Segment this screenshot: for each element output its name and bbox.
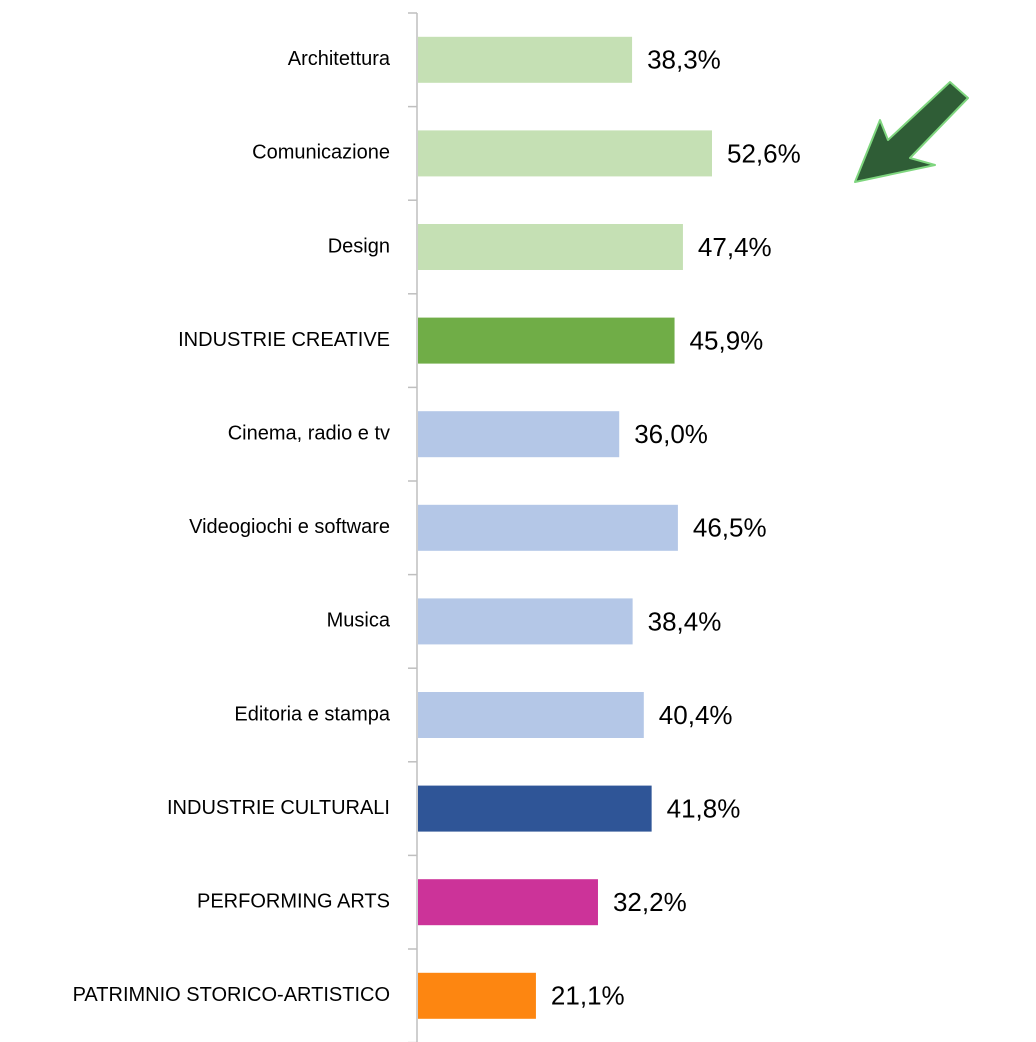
value-label: 36,0% xyxy=(634,419,708,449)
value-label: 38,3% xyxy=(647,45,721,75)
bar xyxy=(418,598,633,645)
bar xyxy=(418,785,652,832)
category-label: Cinema, radio e tv xyxy=(228,422,390,444)
category-label: INDUSTRIE CULTURALI xyxy=(167,797,390,819)
value-label: 46,5% xyxy=(693,513,767,543)
value-label: 32,2% xyxy=(613,887,687,917)
category-label: Design xyxy=(328,235,390,257)
value-label: 47,4% xyxy=(698,232,772,262)
bar xyxy=(418,411,620,458)
bar xyxy=(418,504,678,551)
value-label: 41,8% xyxy=(667,793,741,823)
bar xyxy=(418,879,598,926)
category-label: Architettura xyxy=(288,48,391,70)
value-label: 40,4% xyxy=(659,700,733,730)
category-label: Musica xyxy=(327,610,391,632)
category-label: Videogiochi e software xyxy=(189,516,390,538)
value-label: 52,6% xyxy=(727,138,801,168)
arrow xyxy=(854,81,969,183)
category-label: Editoria e stampa xyxy=(234,703,391,725)
value-label: 45,9% xyxy=(690,325,764,355)
bar xyxy=(418,972,536,1019)
bar xyxy=(418,692,644,738)
value-label: 38,4% xyxy=(648,606,722,636)
bar xyxy=(418,36,633,83)
bar xyxy=(418,317,675,364)
value-label: 21,1% xyxy=(551,981,625,1011)
bar xyxy=(418,224,683,270)
bar xyxy=(418,130,712,177)
category-label: Comunicazione xyxy=(252,142,390,164)
category-label: PATRIMNIO STORICO-ARTISTICO xyxy=(73,984,390,1006)
category-label: PERFORMING ARTS xyxy=(197,890,390,912)
category-label: INDUSTRIE CREATIVE xyxy=(178,329,390,351)
